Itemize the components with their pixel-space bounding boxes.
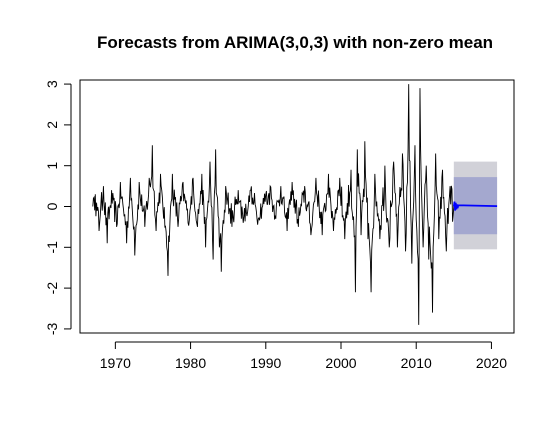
forecast-mean-line	[452, 201, 498, 211]
plot-box	[79, 79, 515, 334]
x-tick-label: 2000	[325, 355, 356, 371]
chart-title: Forecasts from ARIMA(3,0,3) with non-zer…	[97, 33, 493, 52]
y-tick-label: -2	[44, 282, 60, 295]
x-tick-label: 2010	[401, 355, 432, 371]
y-tick-label: 1	[44, 162, 60, 170]
x-tick-label: 1990	[250, 355, 281, 371]
observed-series-line	[92, 84, 455, 325]
x-tick-label: 1980	[175, 355, 206, 371]
x-tick-label: 2020	[476, 355, 507, 371]
y-tick-label: -1	[44, 241, 60, 254]
y-tick-label: 0	[44, 202, 60, 210]
y-tick-label: -3	[44, 322, 60, 335]
y-tick-label: 2	[44, 121, 60, 129]
y-tick-label: 3	[44, 80, 60, 88]
x-tick-label: 1970	[100, 355, 131, 371]
